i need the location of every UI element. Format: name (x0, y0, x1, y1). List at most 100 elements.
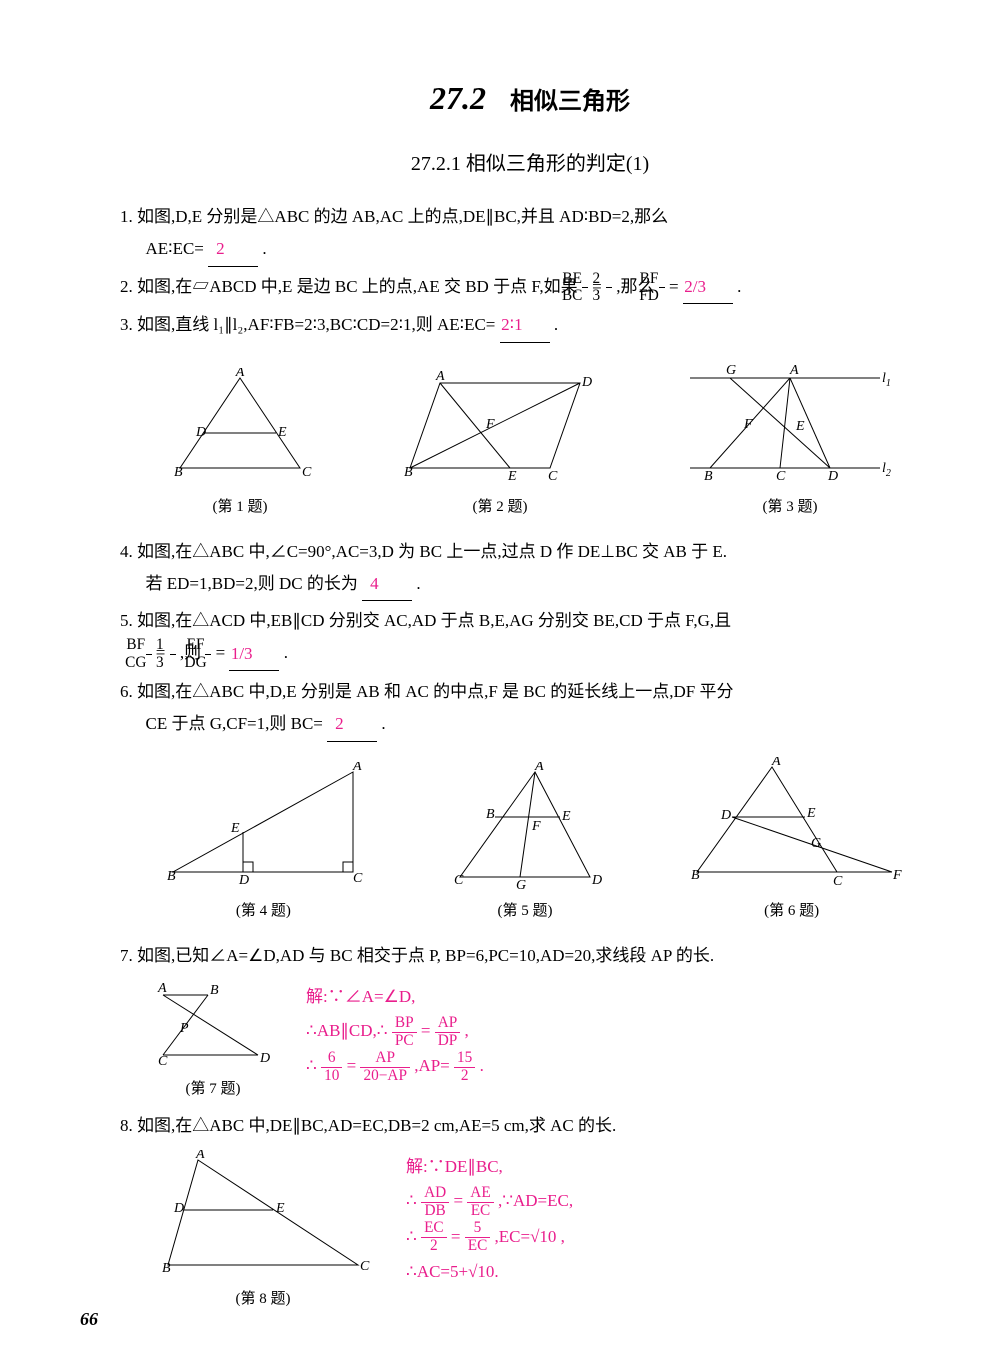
solution-text: 解:∵DE∥BC, ∴ ADDB = AEEC ,∵AD=EC, ∴ EC2 =… (406, 1150, 940, 1289)
svg-text:E: E (507, 469, 517, 484)
period: . (381, 714, 385, 733)
problem-3: 3. 如图,直线 l₁∥l₂,AF∶FB=2∶3,BC∶CD=2∶1,则 AE∶… (120, 309, 940, 342)
solution-8: A B C D E (第 8 题) 解:∵DE∥BC, ∴ ADDB = AEE… (140, 1150, 940, 1308)
svg-text:E: E (277, 425, 287, 440)
problem-5: 5. 如图,在△ACD 中,EB∥CD 分别交 AC,AD 于点 B,E,AG … (120, 605, 940, 672)
figure-caption: (第 8 题) (148, 1287, 378, 1308)
svg-text:A: A (435, 369, 445, 384)
figures-row-1: A D E B C (第 1 题) A D B C E F (第 2 题) (120, 358, 940, 516)
svg-text:B: B (404, 465, 413, 480)
answer-blank: 2∶1 (500, 309, 550, 342)
problem-8: 8. 如图,在△ABC 中,DE∥BC,AD=EC,DB=2 cm,AE=5 c… (120, 1110, 940, 1142)
problem-text: 如图,直线 l₁∥l₂,AF∶FB=2∶3,BC∶CD=2∶1,则 AE∶EC= (137, 315, 495, 334)
svg-text:G: G (516, 878, 526, 892)
svg-text:D: D (195, 425, 206, 440)
svg-text:D: D (173, 1201, 184, 1216)
problem-num: 1. (120, 207, 133, 226)
svg-text:E: E (806, 806, 816, 821)
figure-5: A C D B E F G (第 5 题) (440, 762, 610, 920)
problem-2: 2. 如图,在▱ABCD 中,E 是边 BC 上的点,AE 交 BD 于点 F,… (120, 271, 940, 306)
period: . (416, 574, 420, 593)
figure-6: A B C F D E G (第 6 题) (677, 757, 907, 920)
svg-text:B: B (162, 1261, 171, 1276)
fraction: EFDG (205, 637, 211, 672)
svg-text:F: F (531, 819, 541, 834)
figure-caption: (第 6 题) (677, 899, 907, 920)
figure-2: A D B C E F (第 2 题) (400, 368, 600, 516)
svg-text:B: B (704, 469, 713, 484)
subsection-title: 27.2.1 相似三角形的判定(1) (120, 147, 940, 176)
problem-text: 如图,已知∠A=∠D,AD 与 BC 相交于点 P, BP=6,PC=10,AD… (137, 946, 714, 965)
problem-text: 如图,在▱ABCD 中,E 是边 BC 上的点,AE 交 BD 于点 F,如果 (137, 277, 578, 296)
svg-text:G: G (726, 363, 736, 378)
period: . (284, 644, 288, 663)
fraction: BFCG (146, 637, 152, 672)
svg-text:E: E (275, 1201, 285, 1216)
problem-num: 3. (120, 315, 133, 334)
svg-text:l1: l1 (882, 371, 891, 389)
svg-text:B: B (691, 868, 700, 883)
svg-text:C: C (776, 469, 786, 484)
problem-1: 1. 如图,D,E 分别是△ABC 的边 AB,AC 上的点,DE∥BC,并且 … (120, 201, 940, 267)
parallel-lines-diagram-icon: G A l1 B C D l2 F E (680, 358, 900, 488)
answer-blank: 1/3 (229, 638, 279, 671)
svg-text:C: C (360, 1259, 370, 1274)
svg-text:B: B (210, 983, 219, 998)
section-header: 27.2 相似三角形 (120, 80, 940, 117)
svg-text:D: D (591, 873, 602, 888)
crossing-triangles-icon: A B C D P (148, 980, 278, 1070)
answer-blank: 2 (208, 233, 258, 266)
figure-7: A B C D P (第 7 题) (148, 980, 278, 1098)
svg-text:C: C (548, 469, 558, 484)
svg-text:D: D (827, 469, 838, 484)
problem-text: 如图,在△ACD 中,EB∥CD 分别交 AC,AD 于点 B,E,AG 分别交… (137, 611, 731, 630)
svg-text:G: G (811, 836, 821, 851)
problem-text: 如图,D,E 分别是△ABC 的边 AB,AC 上的点,DE∥BC,并且 AD∶… (137, 207, 668, 226)
figure-caption: (第 7 题) (148, 1077, 278, 1098)
svg-text:F: F (743, 417, 753, 432)
fraction: 23 (606, 271, 612, 306)
svg-text:E: E (561, 809, 571, 824)
period: . (554, 315, 558, 334)
answer-blank: 2 (327, 708, 377, 741)
problem-text: 如图,在△ABC 中,DE∥BC,AD=EC,DB=2 cm,AE=5 cm,求… (137, 1116, 616, 1135)
svg-text:A: A (534, 762, 544, 774)
svg-text:C: C (158, 1054, 168, 1069)
problem-num: 6. (120, 682, 133, 701)
problem-num: 4. (120, 542, 133, 561)
page: 27.2 相似三角形 27.2.1 相似三角形的判定(1) 1. 如图,D,E … (0, 0, 1000, 1360)
figure-caption: (第 2 题) (400, 495, 600, 516)
svg-text:D: D (238, 873, 249, 888)
svg-text:B: B (167, 869, 176, 884)
svg-text:B: B (486, 807, 495, 822)
figure-8: A B C D E (第 8 题) (148, 1150, 378, 1308)
triangle-diagram-icon: A C D B E F G (440, 762, 610, 892)
svg-text:A: A (195, 1150, 205, 1162)
triangle-extension-diagram-icon: A B C F D E G (677, 757, 907, 892)
problem-num: 8. (120, 1116, 133, 1135)
answer-blank: 2/3 (683, 271, 733, 304)
figure-caption: (第 3 题) (680, 495, 900, 516)
problem-6: 6. 如图,在△ABC 中,D,E 分别是 AB 和 AC 的中点,F 是 BC… (120, 676, 940, 742)
svg-text:E: E (795, 419, 805, 434)
figure-caption: (第 1 题) (160, 495, 320, 516)
svg-text:D: D (720, 808, 731, 823)
problem-text: 如图,在△ABC 中,∠C=90°,AC=3,D 为 BC 上一点,过点 D 作… (137, 542, 727, 561)
svg-text:A: A (771, 757, 781, 769)
svg-text:A: A (235, 368, 245, 380)
problem-num: 5. (120, 611, 133, 630)
parallelogram-diagram-icon: A D B C E F (400, 368, 600, 488)
problem-num: 2. (120, 277, 133, 296)
figure-1: A D E B C (第 1 题) (160, 368, 320, 516)
svg-text:A: A (352, 762, 362, 774)
svg-text:l2: l2 (882, 461, 891, 479)
figure-caption: (第 5 题) (440, 899, 610, 920)
figure-caption: (第 4 题) (153, 899, 373, 920)
svg-text:C: C (454, 873, 464, 888)
section-title: 相似三角形 (510, 81, 630, 116)
fraction: BFFD (659, 271, 665, 306)
period: . (737, 277, 741, 296)
right-triangle-diagram-icon: A B C D E (153, 762, 373, 892)
problem-text: CE 于点 G,CF=1,则 BC= (146, 714, 323, 733)
problem-7: 7. 如图,已知∠A=∠D,AD 与 BC 相交于点 P, BP=6,PC=10… (120, 940, 940, 972)
